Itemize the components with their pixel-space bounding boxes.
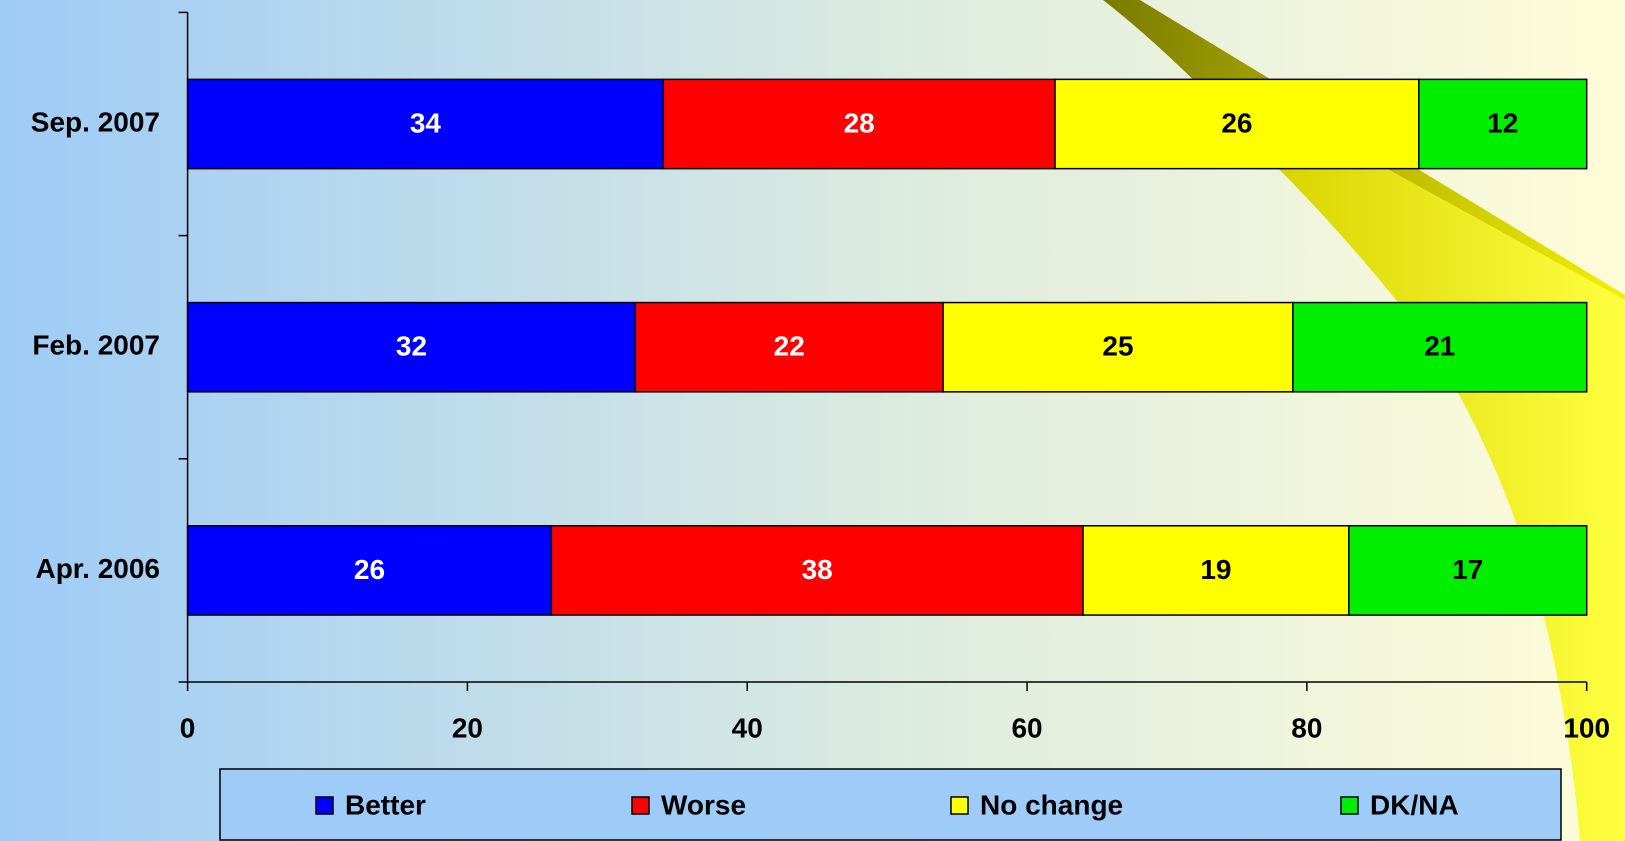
data-label: 38 <box>802 554 833 585</box>
data-label: 26 <box>354 554 385 585</box>
legend-swatch <box>950 796 969 815</box>
data-label: 28 <box>844 107 875 138</box>
data-label: 34 <box>410 107 442 138</box>
data-label: 21 <box>1424 331 1455 362</box>
bar-segment <box>634 301 944 393</box>
y-tick-label: Sep. 2007 <box>31 106 160 137</box>
data-label: 22 <box>774 331 805 362</box>
bar-segment <box>186 78 665 170</box>
legend-label: DK/NA <box>1370 789 1459 820</box>
data-label: 25 <box>1102 331 1133 362</box>
x-tick-label: 0 <box>180 712 196 743</box>
data-label: 19 <box>1200 554 1231 585</box>
data-label: 17 <box>1452 554 1483 585</box>
bar-segment <box>186 301 637 393</box>
x-tick-label: 40 <box>732 712 763 743</box>
legend-swatch <box>1340 796 1359 815</box>
legend-box <box>219 768 1562 841</box>
data-label: 26 <box>1221 107 1252 138</box>
bar-segment <box>942 301 1294 393</box>
legend-label: Better <box>345 789 426 820</box>
bar-segment <box>186 525 553 616</box>
legend-swatch <box>631 796 650 815</box>
legend-label: No change <box>980 789 1123 820</box>
bar-segment <box>1418 78 1588 170</box>
x-tick-label: 100 <box>1563 712 1610 743</box>
bar-segment <box>1348 525 1588 616</box>
y-tick-label: Feb. 2007 <box>32 330 160 361</box>
x-tick-label: 60 <box>1011 712 1042 743</box>
data-label: 12 <box>1487 107 1518 138</box>
legend-label: Worse <box>661 789 746 820</box>
data-label: 32 <box>396 331 427 362</box>
legend-swatch <box>315 796 334 815</box>
bar-segment <box>1082 525 1350 616</box>
x-tick-label: 20 <box>452 712 483 743</box>
bar-segment <box>550 525 1084 616</box>
y-tick-label: Apr. 2006 <box>35 553 160 584</box>
bar-segment <box>1292 301 1588 393</box>
x-tick-label: 80 <box>1291 712 1322 743</box>
